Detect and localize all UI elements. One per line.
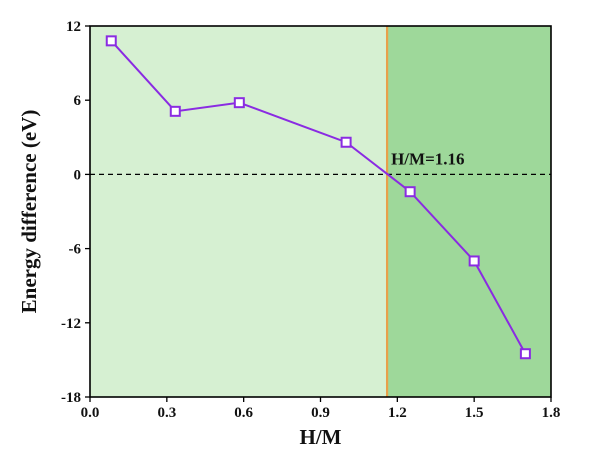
- y-tick-label: -12: [61, 316, 81, 332]
- data-point: [468, 255, 480, 267]
- y-axis-title: Energy difference (eV): [17, 110, 41, 314]
- data-point: [519, 348, 531, 360]
- x-tick-label: 0.3: [157, 405, 176, 421]
- threshold-annotation: H/M=1.16: [391, 149, 464, 168]
- data-point: [169, 105, 181, 117]
- region-above-threshold: [387, 26, 551, 397]
- y-tick-label: -18: [61, 390, 81, 406]
- x-axis-title: H/M: [300, 425, 342, 449]
- data-point: [105, 35, 117, 47]
- y-tick-label: -6: [69, 242, 82, 258]
- x-tick-label: 0.6: [234, 405, 253, 421]
- x-tick-label: 1.2: [388, 405, 407, 421]
- y-tick-label: 6: [74, 93, 82, 109]
- y-axis-ticks: 12 6 0 -6 -12 -18: [61, 19, 90, 406]
- region-below-threshold: [90, 26, 388, 397]
- x-tick-label: 1.5: [465, 405, 484, 421]
- data-point: [340, 136, 352, 148]
- x-tick-label: 0.0: [81, 405, 100, 421]
- series-energy-difference: [105, 35, 531, 360]
- data-point: [404, 186, 416, 198]
- x-axis-ticks: 0.0 0.3 0.6 0.9 1.2 1.5 1.8: [81, 397, 561, 421]
- x-tick-label: 0.9: [311, 405, 330, 421]
- y-tick-label: 0: [74, 167, 82, 183]
- x-tick-label: 1.8: [542, 405, 561, 421]
- y-tick-label: 12: [66, 19, 81, 35]
- data-point: [233, 97, 245, 109]
